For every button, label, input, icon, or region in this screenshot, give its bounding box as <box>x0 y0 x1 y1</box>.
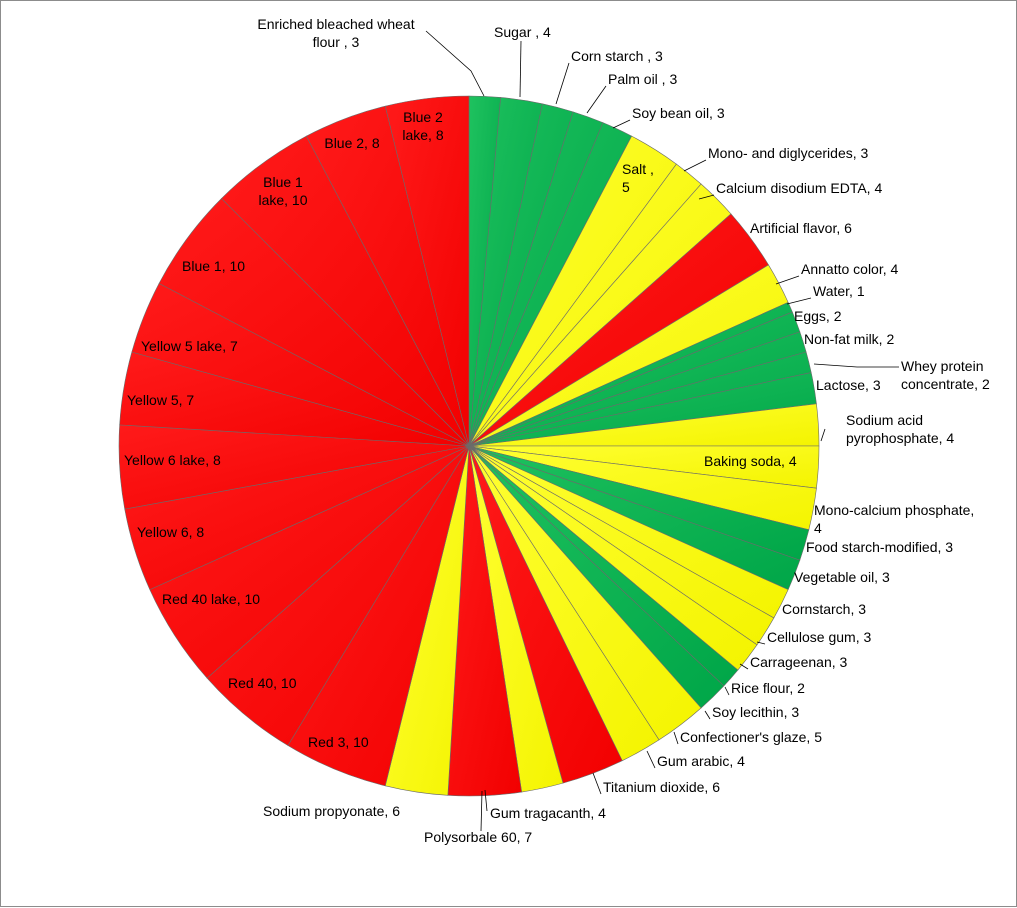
slice-label: Soy lecithin, 3 <box>712 704 799 720</box>
slice-label: Confectioner's glaze, 5 <box>680 729 822 745</box>
slice-label: Cellulose gum, 3 <box>767 629 871 645</box>
slice-label: Yellow 5, 7 <box>127 392 194 408</box>
slice-label: Eggs, 2 <box>794 308 842 324</box>
slice-label: Soy bean oil, 3 <box>632 105 725 121</box>
slice-label: Mono-calcium phosphate, 4 <box>814 502 974 536</box>
slice-label: Carrageenan, 3 <box>750 654 848 670</box>
slice-label: Yellow 5 lake, 7 <box>141 338 238 354</box>
leader-line <box>739 663 749 670</box>
slice-label: Blue 2, 8 <box>324 135 379 151</box>
leader-line <box>724 686 730 696</box>
slice-label: Polysorbale 60, 7 <box>424 829 532 845</box>
slice-label: Yellow 6, 8 <box>137 524 204 540</box>
slice-label: Titanium dioxide, 6 <box>603 779 720 795</box>
leader-line <box>586 85 607 114</box>
slice-label: Red 40, 10 <box>228 675 297 691</box>
slice-label: Red 3, 10 <box>308 734 369 750</box>
slice-label: Artificial flavor, 6 <box>750 220 852 236</box>
slice-label: Gum arabic, 4 <box>657 753 745 769</box>
slice-label: Food starch-modified, 3 <box>806 539 953 555</box>
slice-label: Palm oil , 3 <box>608 71 677 87</box>
leader-line <box>775 275 800 285</box>
leader-line <box>592 772 602 795</box>
slice-label: Calcium disodium EDTA, 4 <box>716 180 882 196</box>
slice-label: Corn starch , 3 <box>571 48 663 64</box>
leader-line <box>555 62 570 105</box>
pie-slice <box>384 95 470 447</box>
slice-label: Enriched bleached wheat flour , 3 <box>257 16 414 50</box>
slice-label: Whey protein concentrate, 2 <box>901 358 990 392</box>
slice-label: Non-fat milk, 2 <box>804 331 894 347</box>
leader-line <box>612 119 631 129</box>
slice-label: Red 40 lake, 10 <box>162 591 260 607</box>
slice-label: Blue 1 lake, 10 <box>258 174 307 208</box>
leader-line <box>704 710 711 720</box>
pie-slices <box>118 95 820 797</box>
leader-line <box>484 789 488 812</box>
leader-line <box>425 30 485 97</box>
slice-label: Mono- and diglycerides, 3 <box>708 145 869 161</box>
leader-line <box>519 40 522 98</box>
slice-label: Vegetable oil, 3 <box>794 569 890 585</box>
leader-lines <box>425 30 899 832</box>
leader-line <box>673 731 679 745</box>
leader-line <box>683 159 707 172</box>
slice-label: Blue 2 lake, 8 <box>402 109 443 143</box>
leader-line <box>786 297 812 305</box>
slice-label: Blue 1, 10 <box>182 258 245 274</box>
slice-label: Sodium propyonate, 6 <box>263 803 400 819</box>
slice-labels: Enriched bleached wheat flour , 3 Sugar , … <box>124 16 990 845</box>
slice-label: Lactose, 3 <box>816 377 881 393</box>
slice-label: Yellow 6 lake, 8 <box>124 452 221 468</box>
leader-line <box>646 750 656 769</box>
slice-label: Salt ,5 <box>622 161 654 195</box>
slice-label: Water, 1 <box>813 283 865 299</box>
slice-label: Rice flour, 2 <box>731 680 805 696</box>
slice-label: Annatto color, 4 <box>801 261 899 277</box>
leader-line <box>480 790 483 832</box>
slice-label: Sugar , 4 <box>494 24 551 40</box>
slice-label: Gum tragacanth, 4 <box>490 805 606 821</box>
leader-line <box>756 641 766 645</box>
slice-label: Cornstarch, 3 <box>782 601 866 617</box>
leader-line <box>698 194 715 200</box>
slice-label: Baking soda, 4 <box>704 453 797 469</box>
leader-line <box>820 428 826 442</box>
leader-line <box>813 363 899 368</box>
slice-label: Sodium acid pyrophosphate, 4 <box>846 412 954 446</box>
